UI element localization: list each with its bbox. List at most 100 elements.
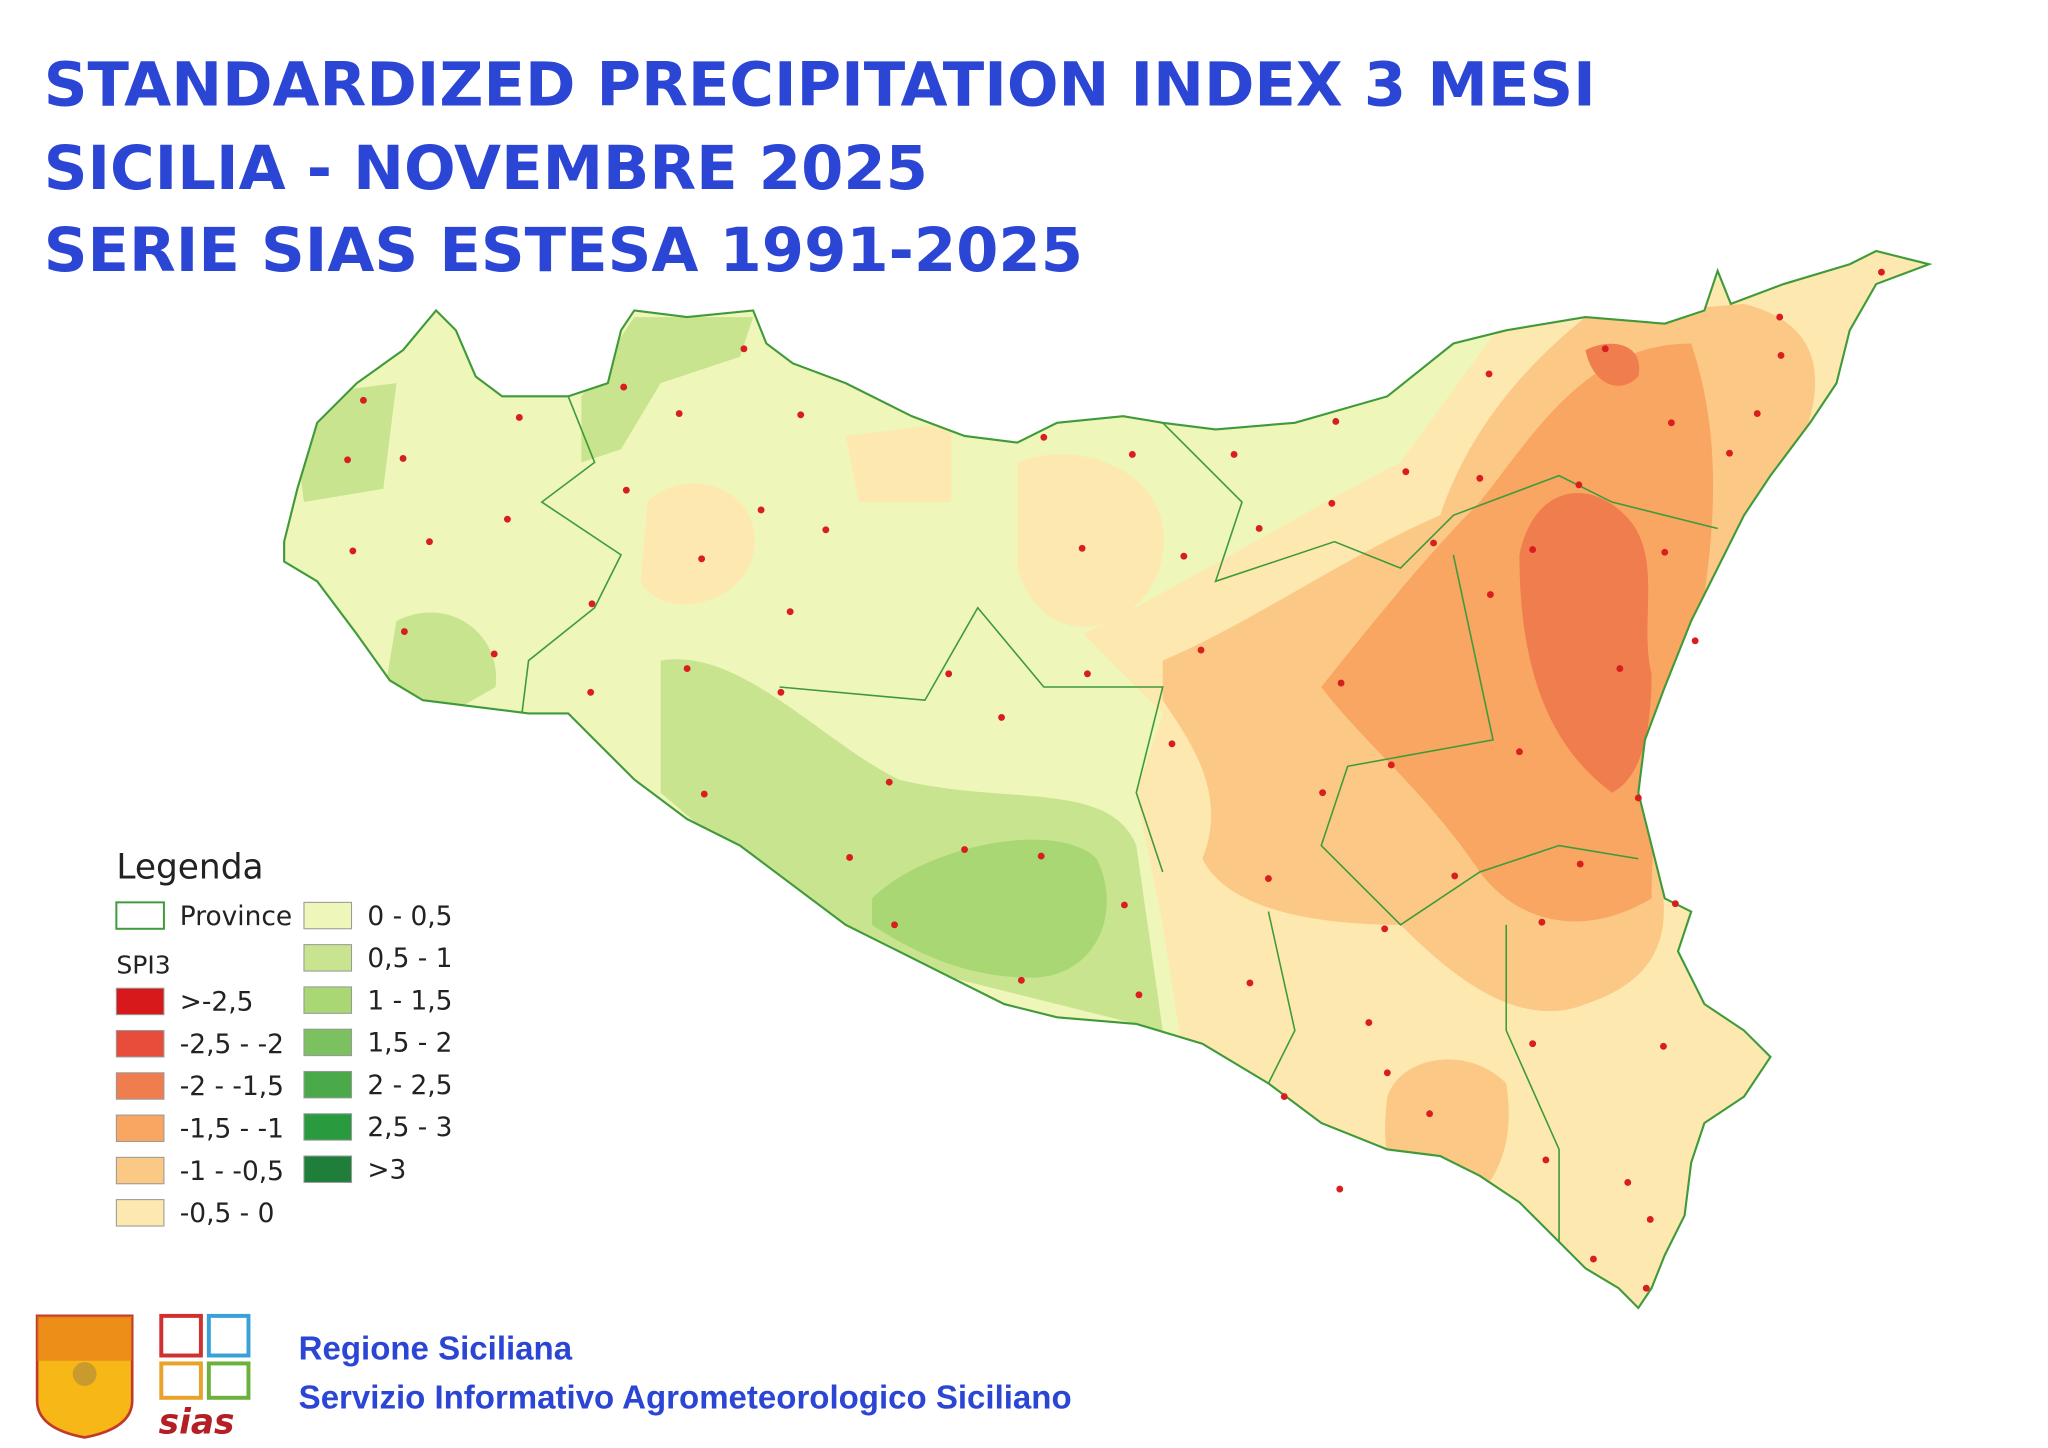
station [1180, 552, 1188, 560]
zone [383, 612, 497, 714]
station [588, 600, 596, 608]
station [1037, 852, 1045, 860]
province-border [521, 396, 1718, 1242]
station [1516, 748, 1523, 756]
legend-swatch [115, 1029, 165, 1058]
station [587, 688, 595, 696]
legend-swatch [303, 1028, 353, 1057]
legend-label: 2,5 - 3 [367, 1112, 452, 1143]
station [698, 555, 706, 563]
station [1538, 918, 1546, 926]
legend-swatch [303, 986, 353, 1014]
station [1642, 1284, 1650, 1292]
station [1135, 991, 1143, 999]
station [1575, 481, 1583, 489]
station [1671, 900, 1679, 908]
station [1402, 468, 1410, 476]
station [1601, 345, 1609, 353]
station [1128, 451, 1136, 458]
station [1589, 1255, 1597, 1263]
station [1776, 313, 1784, 321]
title-line: SICILIA - NOVEMBRE 2025 [44, 134, 928, 204]
station [1328, 499, 1336, 507]
legend-swatch [303, 944, 353, 972]
legend-title: Legenda [116, 848, 263, 888]
legend-label: -2 - -1,5 [180, 1071, 284, 1102]
legend-label: >-2,5 [180, 987, 254, 1018]
legend-swatch [303, 1155, 353, 1183]
station [1529, 1040, 1537, 1048]
legend-swatch [115, 987, 165, 1016]
legend-label: 0 - 0,5 [367, 901, 452, 932]
station [1576, 860, 1584, 868]
legend-label: >3 [367, 1154, 406, 1185]
station [1691, 637, 1699, 645]
station [399, 455, 407, 462]
spi-map [284, 251, 1929, 1308]
station [1667, 419, 1675, 427]
station [1726, 449, 1733, 457]
zone [640, 422, 1164, 627]
station [786, 608, 794, 616]
title-line: SERIE SIAS ESTESA 1991-2025 [44, 216, 1083, 286]
station [1168, 740, 1176, 748]
legend-label: -1 - -0,5 [180, 1156, 284, 1187]
station [622, 486, 630, 494]
station [675, 410, 683, 417]
station [1078, 544, 1086, 552]
station [1230, 451, 1238, 458]
station [349, 547, 357, 555]
zone [1519, 343, 1652, 793]
station [1777, 351, 1785, 359]
station [1083, 670, 1091, 678]
legend-swatch [303, 901, 353, 930]
station [1430, 539, 1437, 547]
station [1319, 789, 1327, 797]
legend-label: 1 - 1,5 [367, 985, 452, 1016]
legend: >-2,5 -2,5 - -2 -2 - -1,5 -1,5 - -1 -1 - -0,… [115, 901, 453, 1229]
footer-line: Servizio Informativo Agrometeorologico S… [299, 1378, 1072, 1415]
station [1336, 1185, 1344, 1193]
station [757, 506, 765, 514]
legend-label: 0,5 - 1 [367, 943, 452, 974]
station [426, 538, 433, 546]
station [1486, 591, 1494, 598]
station [846, 854, 854, 861]
station [1383, 1069, 1391, 1077]
legend-subtitle: SPI3 [116, 951, 170, 980]
station [740, 345, 748, 353]
station [1426, 1110, 1434, 1118]
legend-swatch [115, 1072, 165, 1100]
station [1387, 761, 1395, 769]
station [891, 921, 898, 929]
station [1542, 1156, 1550, 1164]
station [515, 414, 523, 421]
logo-text: sias [159, 1402, 235, 1442]
station [503, 515, 511, 523]
station [822, 526, 830, 534]
legend-label: -2,5 - -2 [180, 1029, 284, 1060]
zone [872, 839, 1107, 978]
legend-swatch [115, 1199, 165, 1227]
footer-line: Regione Siciliana [299, 1329, 573, 1366]
station [998, 713, 1005, 721]
station [1332, 418, 1340, 425]
station [1365, 1019, 1373, 1027]
station [777, 688, 785, 696]
station [1264, 875, 1272, 883]
zone [581, 317, 754, 463]
station [1120, 901, 1128, 909]
station [1017, 976, 1025, 984]
station [1634, 794, 1642, 802]
station [1381, 925, 1389, 933]
legend-label: -0,5 - 0 [180, 1198, 275, 1229]
legend-label: Province [180, 901, 292, 932]
legend-swatch [303, 1070, 353, 1099]
legend-swatch [115, 901, 165, 930]
station [1255, 525, 1263, 532]
region-logo [35, 1314, 134, 1439]
sias-logo: sias [159, 1313, 251, 1442]
station [961, 846, 968, 853]
station [1660, 1042, 1667, 1050]
